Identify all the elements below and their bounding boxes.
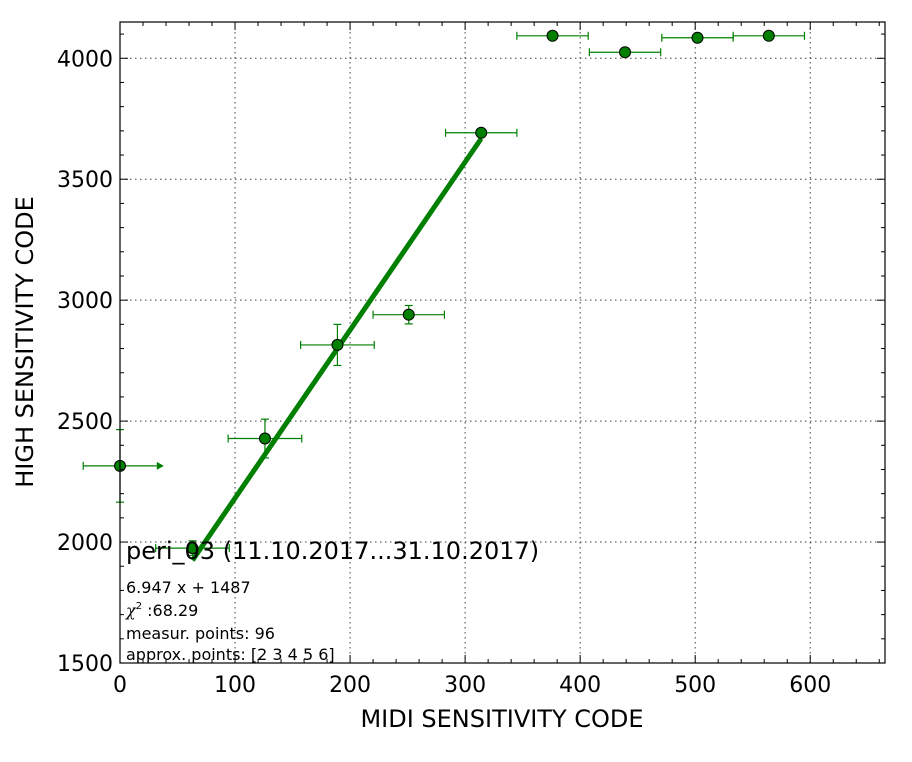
x-tick-label: 400 xyxy=(559,673,601,698)
point-marker xyxy=(402,308,415,321)
data-point xyxy=(516,29,589,42)
annotation-measur-points: measur. points: 96 xyxy=(126,624,275,643)
data-point xyxy=(372,304,446,325)
data-point xyxy=(732,29,806,42)
grid xyxy=(120,22,885,663)
x-tick-label: 600 xyxy=(789,673,831,698)
plot-frame xyxy=(119,21,886,664)
x-tick-label: 500 xyxy=(674,673,716,698)
point-marker xyxy=(331,338,344,351)
x-tick-label: 300 xyxy=(444,673,486,698)
point-marker xyxy=(691,31,704,44)
annotation-chi2: χ2 :68.29 xyxy=(125,601,198,620)
data-points xyxy=(82,29,806,556)
y-tick-label: 3000 xyxy=(57,289,113,314)
chi-exponent: 2 xyxy=(136,601,142,612)
y-tick-label: 4000 xyxy=(57,47,113,72)
y-tick-label: 2500 xyxy=(57,410,113,435)
y-tick-label: 2000 xyxy=(57,531,113,556)
x-tick-label: 200 xyxy=(329,673,371,698)
data-point xyxy=(227,418,303,459)
data-point xyxy=(155,540,230,556)
x-tick-label: 100 xyxy=(214,673,256,698)
chi-symbol: χ xyxy=(125,601,137,620)
data-point xyxy=(300,323,375,367)
point-marker xyxy=(762,29,775,42)
data-point xyxy=(588,46,662,59)
point-marker xyxy=(475,126,488,139)
x-error-arrow xyxy=(156,461,164,470)
chi2-value: :68.29 xyxy=(142,601,198,620)
annotation-approx-points: approx. points: [2 3 4 5 6] xyxy=(126,645,335,664)
annotation-block: peri_03 (11.10.2017...31.10.2017) 6.947 … xyxy=(125,537,539,664)
y-axis-label: HIGH SENSITIVITY CODE xyxy=(11,196,39,488)
y-tick-label: 1500 xyxy=(57,652,113,677)
data-point xyxy=(661,31,734,44)
axis-ticks: 0 100 200 300 400 500 600 1500 2000 2500 3000 3500 4… xyxy=(57,22,885,698)
point-marker xyxy=(619,46,632,59)
x-axis-label: MIDI SENSITIVITY CODE xyxy=(360,705,643,733)
point-marker xyxy=(546,29,559,42)
annotation-title: peri_03 (11.10.2017...31.10.2017) xyxy=(126,537,539,565)
data-point xyxy=(444,126,518,139)
point-marker xyxy=(186,542,199,555)
point-marker xyxy=(258,432,271,445)
x-tick-label: 0 xyxy=(113,673,127,698)
annotation-equation: 6.947 x + 1487 xyxy=(126,578,251,597)
y-tick-label: 3500 xyxy=(57,168,113,193)
data-point xyxy=(82,428,164,503)
